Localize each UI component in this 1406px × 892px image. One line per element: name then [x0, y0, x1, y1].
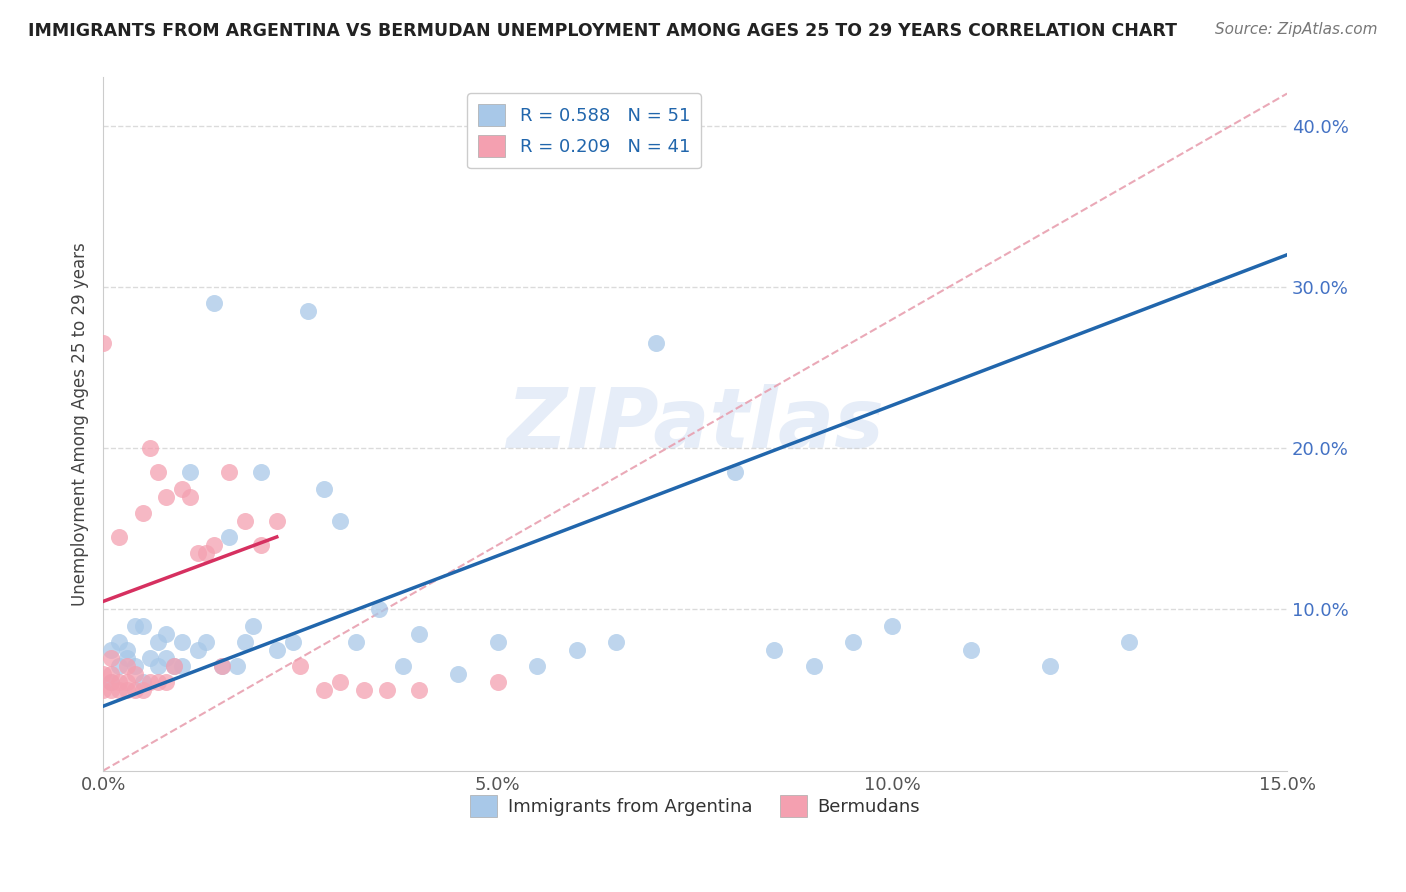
Point [115, 675, 138, 690]
Point [242, 618, 264, 632]
Point [148, 634, 170, 648]
Point [344, 634, 367, 648]
Point [187, 546, 209, 560]
Point [91, 667, 114, 681]
Point [266, 514, 288, 528]
Point [763, 642, 786, 657]
Point [250, 538, 273, 552]
Legend: Immigrants from Argentina, Bermudans: Immigrants from Argentina, Bermudans [463, 788, 928, 824]
Point [124, 683, 146, 698]
Text: ZIPatlas: ZIPatlas [506, 384, 884, 465]
Point [803, 659, 825, 673]
Point [375, 683, 398, 698]
Point [281, 634, 304, 648]
Point [100, 650, 122, 665]
Point [115, 650, 138, 665]
Point [108, 659, 131, 673]
Point [314, 683, 336, 698]
Point [486, 675, 509, 690]
Point [108, 675, 131, 690]
Point [329, 514, 352, 528]
Point [187, 642, 209, 657]
Point [1118, 634, 1140, 648]
Point [211, 659, 233, 673]
Point [842, 634, 865, 648]
Point [139, 442, 162, 456]
Point [266, 642, 288, 657]
Point [297, 304, 319, 318]
Point [170, 482, 193, 496]
Point [91, 683, 114, 698]
Point [163, 659, 186, 673]
Point [202, 538, 225, 552]
Point [605, 634, 627, 648]
Point [218, 466, 240, 480]
Point [100, 675, 122, 690]
Point [723, 466, 745, 480]
Point [233, 514, 256, 528]
Point [170, 659, 193, 673]
Point [408, 626, 430, 640]
Point [108, 634, 131, 648]
Point [211, 659, 233, 673]
Point [139, 675, 162, 690]
Text: IMMIGRANTS FROM ARGENTINA VS BERMUDAN UNEMPLOYMENT AMONG AGES 25 TO 29 YEARS COR: IMMIGRANTS FROM ARGENTINA VS BERMUDAN UN… [28, 22, 1177, 40]
Point [486, 634, 509, 648]
Point [368, 602, 391, 616]
Point [155, 626, 177, 640]
Point [179, 490, 201, 504]
Point [100, 675, 122, 690]
Point [1039, 659, 1062, 673]
Point [194, 634, 217, 648]
Point [250, 466, 273, 480]
Point [100, 683, 122, 698]
Point [100, 642, 122, 657]
Point [290, 659, 312, 673]
Point [148, 675, 170, 690]
Point [148, 466, 170, 480]
Point [124, 667, 146, 681]
Point [565, 642, 588, 657]
Point [194, 546, 217, 560]
Point [408, 683, 430, 698]
Point [179, 466, 201, 480]
Point [100, 667, 122, 681]
Point [139, 650, 162, 665]
Point [329, 675, 352, 690]
Point [882, 618, 904, 632]
Point [353, 683, 375, 698]
Point [170, 634, 193, 648]
Point [314, 482, 336, 496]
Point [115, 683, 138, 698]
Point [218, 530, 240, 544]
Point [447, 667, 470, 681]
Y-axis label: Unemployment Among Ages 25 to 29 years: Unemployment Among Ages 25 to 29 years [72, 243, 89, 606]
Point [131, 506, 153, 520]
Point [131, 683, 153, 698]
Point [108, 530, 131, 544]
Point [233, 634, 256, 648]
Point [392, 659, 415, 673]
Point [644, 336, 666, 351]
Point [202, 296, 225, 310]
Point [526, 659, 548, 673]
Point [108, 683, 131, 698]
Point [148, 659, 170, 673]
Text: Source: ZipAtlas.com: Source: ZipAtlas.com [1215, 22, 1378, 37]
Point [131, 675, 153, 690]
Point [155, 490, 177, 504]
Point [155, 675, 177, 690]
Point [124, 618, 146, 632]
Point [960, 642, 983, 657]
Point [91, 336, 114, 351]
Point [155, 650, 177, 665]
Point [115, 642, 138, 657]
Point [131, 618, 153, 632]
Point [163, 659, 186, 673]
Point [115, 659, 138, 673]
Point [124, 659, 146, 673]
Point [226, 659, 249, 673]
